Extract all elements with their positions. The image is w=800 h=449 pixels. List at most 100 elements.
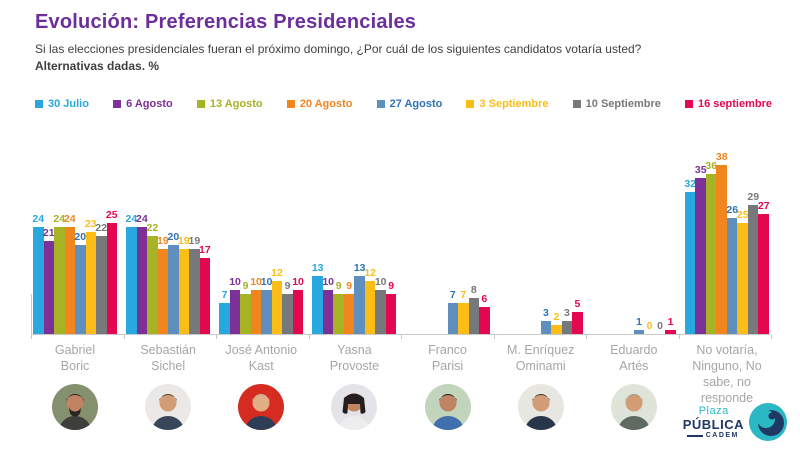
bar [716, 164, 727, 334]
axis-tick [401, 335, 402, 339]
bar [75, 245, 86, 334]
bar-slot: 24 [136, 160, 148, 334]
bar-slot [530, 160, 541, 334]
chart-question-subtitle: Si las elecciones presidenciales fueran … [35, 42, 642, 56]
legend-label: 3 Septiembre [479, 98, 549, 110]
axis-tick [771, 335, 772, 339]
bar-slot: 9 [333, 160, 344, 334]
candidate-photo [424, 384, 471, 430]
bar-value-label: 22 [146, 222, 159, 235]
bar-cluster: 7 10 9 10 10 12 9 10 [219, 160, 304, 334]
bar [447, 302, 459, 334]
candidate-photo [331, 384, 378, 430]
bar-slot [427, 160, 438, 334]
candidate-group-3: 13 10 9 9 13 12 10 9 Yasna Provoste [312, 160, 397, 430]
candidate-group-1: 24 24 22 19 20 19 19 17 Sebastián Sichel [126, 160, 211, 430]
bar [633, 329, 645, 334]
bar [468, 298, 480, 334]
bar-slot [406, 160, 417, 334]
bar-value-label: 20 [74, 231, 87, 243]
bar [684, 191, 696, 334]
bar-value-label: 8 [470, 284, 477, 297]
bar [312, 276, 323, 334]
legend-swatch-icon [572, 100, 581, 108]
bar [43, 240, 54, 334]
logo-underline [686, 434, 703, 437]
bar [250, 289, 262, 334]
bar-slot: 0 [644, 160, 655, 334]
bar-value-label: 12 [271, 266, 283, 279]
bar-value-label: 26 [726, 204, 739, 217]
bar [229, 289, 241, 334]
axis-tick [493, 335, 495, 339]
candidate-group-0: 24 21 24 24 20 23 22 25 Gabriel Boric [32, 160, 118, 430]
bar [479, 307, 490, 334]
bar [540, 320, 552, 334]
candidate-photo [517, 384, 564, 430]
bar-value-label: 24 [125, 213, 138, 226]
bar-cluster: 13 10 9 9 13 12 10 9 [312, 160, 397, 334]
candidate-group-2: 7 10 9 10 10 12 9 10 José Antonio Kast [219, 160, 304, 430]
axis-tick [586, 335, 587, 339]
bar-slot [623, 160, 634, 334]
bar-slot: 24 [126, 160, 137, 334]
bar-value-label: 10 [260, 275, 273, 288]
candidate-name-label: Gabriel Boric [54, 343, 96, 373]
bar-slot: 12 [364, 160, 376, 334]
legend-label: 13 Agosto [209, 98, 263, 110]
candidate-name-label: Yasna Provoste [329, 343, 380, 373]
candidate-photo [610, 384, 657, 430]
bar-value-label: 0 [646, 320, 653, 332]
bar-slot: 7 [447, 160, 459, 334]
bar [126, 227, 137, 334]
bar-slot: 20 [74, 160, 87, 334]
bar-value-label: 25 [105, 208, 118, 221]
bar-value-label: 3 [543, 306, 549, 319]
bar [282, 293, 293, 334]
bar [333, 293, 344, 334]
bar [136, 227, 148, 334]
bar-slot: 25 [736, 160, 749, 334]
bar-value-label: 9 [388, 279, 395, 292]
bar [695, 178, 706, 334]
bar-slot: 10 [322, 160, 334, 334]
bar [157, 249, 169, 334]
bar-slot: 29 [747, 160, 759, 334]
bar [726, 218, 738, 334]
candidate-name-label: Franco Parisi [428, 343, 468, 373]
bar-slot: 10 [261, 160, 272, 334]
bar-slot: 3 [561, 160, 573, 334]
page-title: Evolución: Preferencias Presidenciales [35, 11, 417, 33]
bar [33, 227, 44, 334]
bar-slot: 27 [758, 160, 770, 334]
bar-slot: 32 [684, 160, 697, 334]
bar-slot: 10 [250, 160, 262, 334]
bar-slot: 13 [354, 160, 366, 334]
bar [572, 311, 583, 334]
bar [747, 204, 759, 334]
axis-tick [678, 335, 680, 339]
bar-value-label: 32 [684, 177, 697, 190]
bar-value-label: 24 [53, 213, 66, 226]
bar-slot: 24 [53, 160, 66, 334]
bar [292, 289, 304, 334]
legend-label: 10 Septiembre [585, 98, 661, 110]
bar-slot: 24 [64, 160, 76, 334]
legend-swatch-icon [376, 100, 385, 108]
bar-slot: 25 [105, 160, 118, 334]
bar-slot: 10 [375, 160, 387, 334]
bar-slot: 9 [240, 160, 251, 334]
bar [343, 293, 355, 334]
bar-value-label: 38 [715, 150, 728, 163]
axis-tick [216, 335, 217, 339]
bar-value-label: 25 [736, 208, 749, 221]
bar-value-label: 7 [221, 288, 228, 301]
axis-tick [31, 335, 32, 339]
bar-slot [613, 160, 624, 334]
bar-value-label: 2 [553, 311, 560, 324]
candidate-group-4: 7 7 8 6 Franco Parisi [406, 160, 490, 430]
bar [354, 276, 365, 334]
bar [64, 227, 75, 334]
bar-value-label: 23 [84, 217, 97, 230]
candidate-name-label: Eduardo Artés [610, 343, 658, 373]
